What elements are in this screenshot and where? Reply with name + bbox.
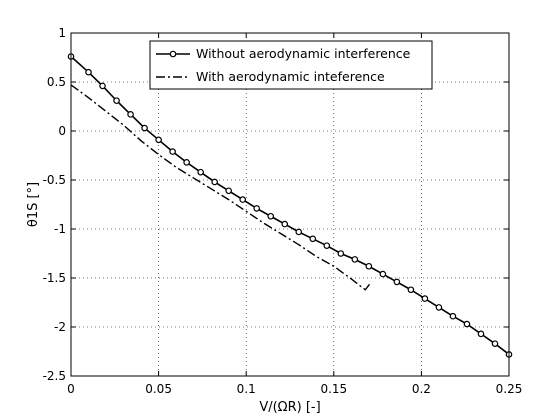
x-tick-label: 0.2 bbox=[412, 382, 431, 396]
x-tick-label: 0.1 bbox=[237, 382, 256, 396]
plot-frame bbox=[70, 32, 510, 377]
x-tick-label: 0 bbox=[67, 382, 75, 396]
series-point bbox=[379, 270, 387, 278]
series-point bbox=[85, 68, 92, 76]
series-point bbox=[253, 205, 261, 212]
ticks bbox=[70, 32, 510, 377]
series-point bbox=[281, 220, 289, 228]
y-tick-label: -1.5 bbox=[43, 271, 66, 285]
series-point bbox=[337, 250, 345, 257]
legend-entries: Without aerodynamic interference With aer… bbox=[156, 46, 411, 84]
series-point bbox=[351, 256, 359, 263]
series-point bbox=[239, 196, 247, 203]
series-point bbox=[267, 212, 275, 220]
tick-labels: 0 0.05 0.1 0.15 0.2 0.25 -2.5 -2 -1.5 -1 -0.5 0 0.5 1 bbox=[43, 26, 523, 396]
x-tick-label: 0.05 bbox=[145, 382, 172, 396]
series-point bbox=[225, 187, 232, 195]
y-tick-label: 1 bbox=[58, 26, 66, 40]
y-tick-label: -0.5 bbox=[43, 173, 66, 187]
series-point bbox=[211, 178, 218, 186]
series-point bbox=[435, 304, 443, 311]
y-tick-label: -2 bbox=[54, 320, 66, 334]
legend-marker bbox=[169, 50, 177, 58]
series-point bbox=[421, 295, 429, 302]
legend: Without aerodynamic interference With aer… bbox=[149, 40, 433, 90]
series-point bbox=[449, 312, 457, 320]
legend-label: With aerodynamic inteference bbox=[196, 69, 385, 84]
y-axis-label: θ1S [°] bbox=[26, 182, 41, 227]
series-point bbox=[323, 242, 331, 249]
series-point bbox=[169, 148, 176, 155]
series-point bbox=[365, 262, 373, 270]
series-point bbox=[463, 320, 471, 328]
series-point bbox=[407, 286, 415, 294]
series-layer bbox=[67, 53, 513, 358]
series-point bbox=[197, 168, 204, 176]
series-point bbox=[295, 228, 303, 236]
legend-label: Without aerodynamic interference bbox=[196, 46, 411, 61]
series-point bbox=[99, 82, 106, 90]
series-point bbox=[155, 136, 162, 144]
series-point bbox=[141, 124, 148, 132]
series-point bbox=[477, 330, 485, 338]
series-point bbox=[127, 111, 134, 118]
y-tick-label: -1 bbox=[54, 222, 66, 236]
legend-box bbox=[149, 40, 433, 90]
series-point bbox=[491, 340, 499, 347]
series-point bbox=[183, 159, 190, 166]
x-axis-label: V/(ΩR) [-] bbox=[259, 400, 320, 415]
y-tick-label: -2.5 bbox=[43, 369, 66, 383]
y-tick-label: 0 bbox=[58, 124, 66, 138]
series-point bbox=[113, 97, 120, 104]
series-point bbox=[393, 278, 401, 286]
series-line-2 bbox=[70, 84, 372, 291]
series-point bbox=[309, 235, 317, 243]
y-tick-label: 0.5 bbox=[47, 75, 66, 89]
x-tick-label: 0.25 bbox=[496, 382, 523, 396]
x-tick-label: 0.15 bbox=[320, 382, 347, 396]
